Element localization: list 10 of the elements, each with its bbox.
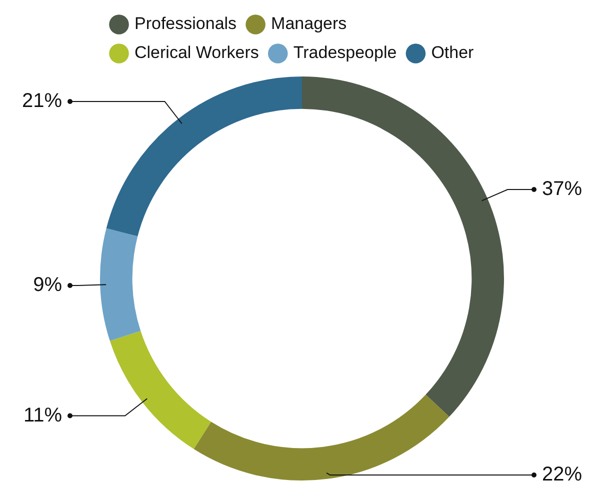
- data-label: 9%: [33, 274, 62, 296]
- legend-label: Tradespeople: [293, 43, 397, 62]
- data-label: 37%: [542, 178, 582, 200]
- data-label: 11%: [23, 404, 62, 426]
- legend-label: Other: [431, 43, 474, 62]
- legend-label: Managers: [271, 14, 347, 34]
- data-label: 21%: [22, 90, 62, 112]
- data-label: 22%: [542, 464, 582, 486]
- legend-label: Professionals: [134, 14, 237, 34]
- legend-label: Clerical Workers: [134, 43, 259, 62]
